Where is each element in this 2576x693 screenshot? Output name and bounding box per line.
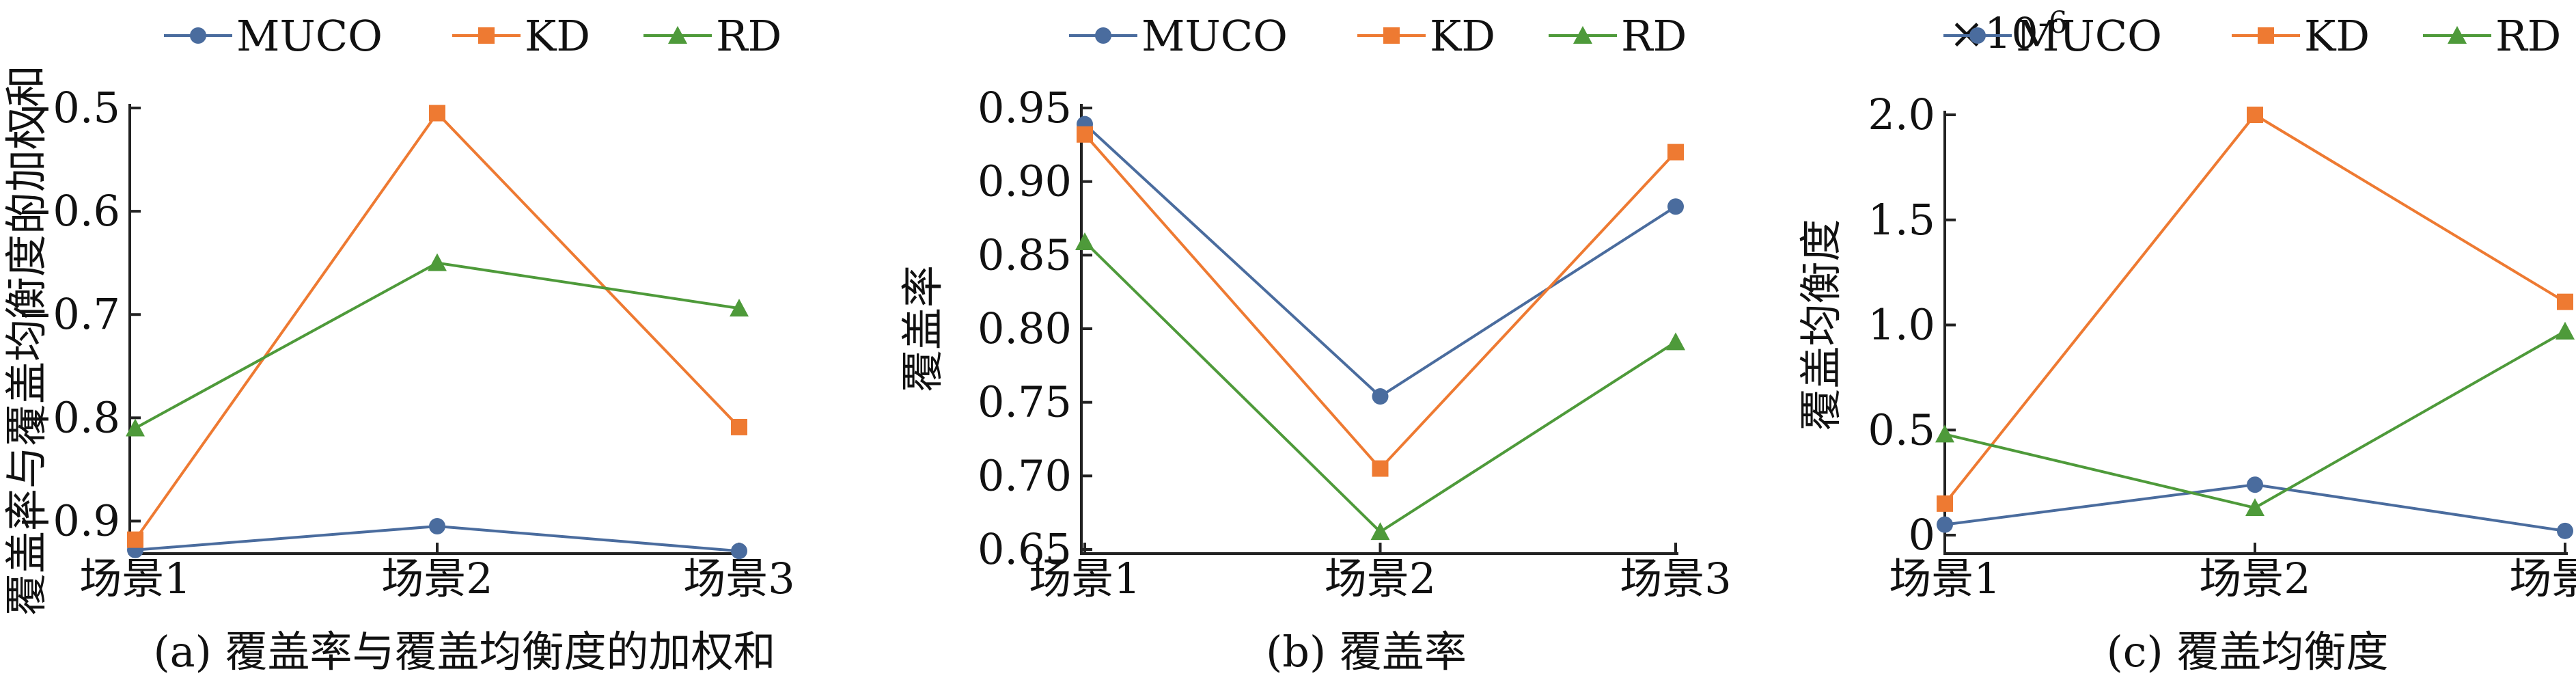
- data-point: [2557, 522, 2573, 539]
- data-point: [730, 299, 749, 317]
- y-tick-label: 1.5: [1868, 195, 1935, 245]
- y-tick-label: 0.5: [1868, 405, 1935, 454]
- data-point: [1667, 144, 1684, 161]
- data-point: [731, 418, 747, 435]
- y-tick-label: 0.95: [978, 83, 1072, 133]
- data-point: [428, 253, 447, 271]
- legend-label: RD: [716, 11, 781, 61]
- legend-marker: [2258, 27, 2274, 44]
- data-point: [1937, 516, 1953, 533]
- y-axis-title: 覆盖均衡度: [1796, 219, 1846, 431]
- data-point: [429, 518, 445, 534]
- x-tick-label: 场景2: [2199, 554, 2310, 603]
- data-point: [2247, 476, 2263, 493]
- data-point: [2556, 321, 2575, 340]
- data-point: [1666, 332, 1685, 351]
- data-point: [1667, 198, 1684, 215]
- y-tick-label: 0.65: [978, 524, 1072, 574]
- legend-label: RD: [1621, 11, 1687, 61]
- legend-label: MUCO: [236, 11, 383, 61]
- legend-marker: [1383, 27, 1400, 44]
- y-tick-label: 0.75: [978, 377, 1072, 427]
- data-point: [127, 531, 143, 548]
- legend-marker: [478, 27, 495, 44]
- series-muco: [1937, 476, 2573, 539]
- y-tick-label: −0.5: [17, 83, 120, 133]
- legend-label: RD: [2495, 11, 2561, 61]
- chart-panel-3: 00.51.01.52.0×10-6场景1场景2场景3覆盖均衡度MUCOKDRD…: [1796, 5, 2576, 677]
- series-line: [134, 111, 740, 541]
- chart-caption: (a) 覆盖率与覆盖均衡度的加权和: [153, 627, 775, 677]
- legend-marker: [668, 26, 687, 44]
- y-tick-label: 0.80: [978, 303, 1072, 353]
- data-point: [1077, 126, 1093, 143]
- series-rd: [126, 253, 749, 437]
- series-rd: [1075, 232, 1685, 541]
- legend-label: KD: [525, 11, 590, 61]
- legend: MUCO KD RD: [1069, 11, 1687, 61]
- y-tick-label: 2.0: [1868, 90, 1935, 139]
- legend-marker: [2448, 26, 2467, 44]
- series-kd: [1077, 126, 1684, 477]
- chart-panel-1: −0.9 −0.8 −0.7 −0.6 −0.5 场景1 场景2 场景3 覆盖率与覆盖均衡度的加…: [1, 11, 795, 677]
- legend-label: MUCO: [1141, 11, 1288, 61]
- legend: MUCO KD RD: [1943, 11, 2561, 61]
- chart-caption: (c) 覆盖均衡度: [2107, 627, 2389, 677]
- chart-panel-2: 0.65 0.70 0.75 0.80 0.85 0.90 0.95 场景1 场景2 场景3 覆盖率…: [898, 11, 1732, 677]
- data-point: [1935, 424, 1954, 443]
- data-point: [731, 543, 747, 560]
- data-point: [2557, 293, 2573, 310]
- y-axis-title: 覆盖率: [898, 265, 947, 392]
- legend-marker: [190, 27, 206, 44]
- x-tick-label: 场景2: [381, 554, 493, 603]
- series-rd: [1935, 321, 2575, 517]
- legend-marker: [1573, 26, 1592, 44]
- data-point: [1372, 460, 1389, 477]
- x-tick-label: 场景3: [2509, 554, 2576, 603]
- y-tick-label: 0: [1909, 510, 1935, 560]
- series-muco: [1077, 116, 1684, 405]
- x-tick-label: 场景1: [1029, 554, 1140, 603]
- data-point: [2247, 107, 2263, 123]
- series-line: [1943, 113, 2566, 505]
- data-point: [429, 105, 445, 122]
- data-point: [2245, 498, 2265, 517]
- y-tick-label: 0.90: [978, 157, 1072, 206]
- data-point: [126, 418, 145, 437]
- series-line: [135, 261, 740, 430]
- legend-label: KD: [2304, 11, 2370, 61]
- data-point: [1370, 522, 1390, 541]
- y-tick-label: −0.7: [17, 289, 120, 339]
- y-tick-label: 0.70: [978, 450, 1072, 500]
- series-line: [1083, 133, 1677, 471]
- legend: MUCO KD RD: [164, 11, 781, 61]
- chart-caption: (b) 覆盖率: [1266, 627, 1467, 677]
- series-line: [1083, 123, 1677, 398]
- legend-label: MUCO: [2016, 11, 2162, 61]
- y-tick-label: 0.85: [978, 230, 1072, 280]
- y-axis-title: 覆盖率与覆盖均衡度的加权和: [1, 65, 51, 616]
- x-tick-label: 场景3: [683, 554, 794, 603]
- data-point: [1372, 388, 1389, 405]
- x-tick-label: 场景3: [1620, 554, 1731, 603]
- legend-label: KD: [1430, 11, 1495, 61]
- y-tick-label: −0.6: [17, 186, 120, 236]
- y-tick-label: 1.0: [1868, 300, 1935, 350]
- y-tick-label: −0.8: [17, 392, 120, 442]
- series-kd: [127, 105, 747, 548]
- data-point: [1075, 232, 1094, 250]
- x-tick-label: 场景1: [79, 554, 191, 603]
- series-line: [1083, 241, 1677, 534]
- series-kd: [1937, 107, 2573, 512]
- x-tick-label: 场景1: [1889, 554, 2000, 603]
- legend-marker: [1969, 27, 1986, 44]
- legend-marker: [1095, 27, 1111, 44]
- y-tick-label: −0.9: [17, 495, 120, 545]
- x-tick-label: 场景2: [1325, 554, 1436, 603]
- data-point: [1937, 495, 1953, 512]
